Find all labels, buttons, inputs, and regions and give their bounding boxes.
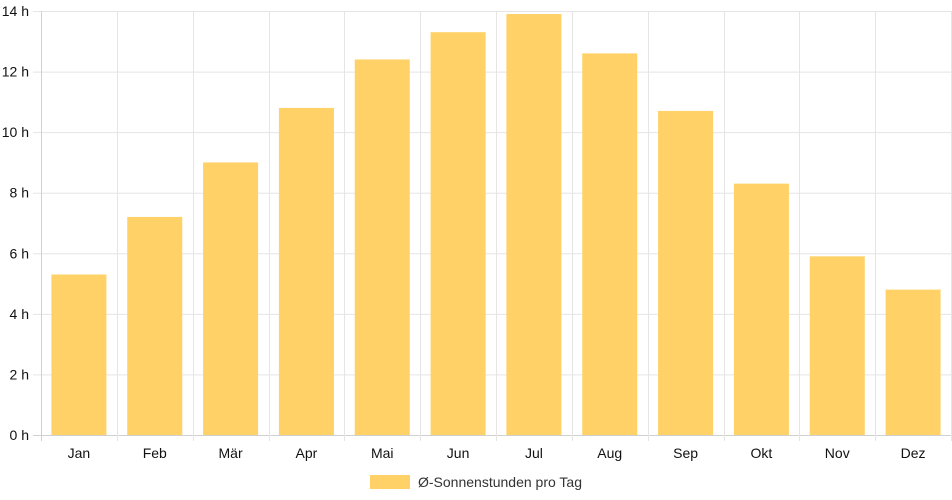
bar-mär[interactable] bbox=[203, 162, 259, 435]
x-tick-label: Jul bbox=[525, 445, 543, 461]
bar-feb[interactable] bbox=[127, 216, 183, 435]
legend-label[interactable]: Ø-Sonnenstunden pro Tag bbox=[418, 474, 582, 490]
bar-mai[interactable] bbox=[354, 59, 410, 435]
bar-series bbox=[51, 14, 941, 436]
y-tick-label: 6 h bbox=[10, 245, 29, 261]
x-tick-label: Aug bbox=[597, 445, 622, 461]
x-tick-label: Mär bbox=[219, 445, 243, 461]
axes: 0 h 2 h 4 h 6 h 8 h 10 h 12 h 14 h Jan Feb Mär Apr M… bbox=[2, 3, 926, 461]
bar-jul[interactable] bbox=[506, 14, 562, 436]
x-tick-label: Jan bbox=[68, 445, 91, 461]
y-tick-label: 10 h bbox=[2, 124, 29, 140]
x-tick-label: Sep bbox=[673, 445, 698, 461]
x-tick-label: Feb bbox=[143, 445, 167, 461]
y-tick-label: 2 h bbox=[10, 366, 29, 382]
bar-sep[interactable] bbox=[658, 110, 714, 435]
grid bbox=[33, 11, 952, 441]
x-tick-label: Jun bbox=[447, 445, 470, 461]
bar-aug[interactable] bbox=[582, 53, 638, 436]
x-tick-label: Okt bbox=[751, 445, 773, 461]
x-tick-label: Mai bbox=[371, 445, 394, 461]
bar-jun[interactable] bbox=[430, 32, 486, 435]
y-tick-label: 0 h bbox=[10, 427, 29, 443]
y-tick-label: 14 h bbox=[2, 3, 29, 19]
x-tick-label: Dez bbox=[901, 445, 926, 461]
bar-dez[interactable] bbox=[885, 289, 941, 435]
bar-jan[interactable] bbox=[51, 274, 107, 435]
y-tick-label: 4 h bbox=[10, 306, 29, 322]
legend-swatch[interactable] bbox=[370, 475, 410, 489]
bar-okt[interactable] bbox=[733, 183, 789, 435]
bar-apr[interactable] bbox=[278, 107, 334, 436]
x-tick-label: Apr bbox=[296, 445, 318, 461]
x-tick-label: Nov bbox=[825, 445, 850, 461]
bar-nov[interactable] bbox=[809, 256, 865, 435]
y-tick-label: 12 h bbox=[2, 64, 29, 80]
legend[interactable]: Ø-Sonnenstunden pro Tag bbox=[370, 474, 582, 490]
y-tick-label: 8 h bbox=[10, 185, 29, 201]
